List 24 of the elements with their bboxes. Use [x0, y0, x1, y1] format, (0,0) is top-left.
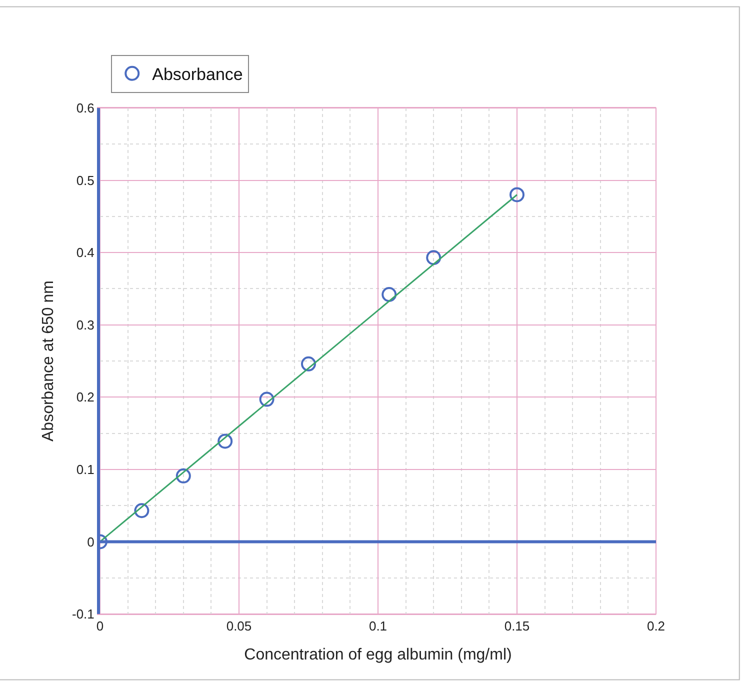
point [176, 468, 191, 484]
x-tick-label: 0.05 [226, 618, 252, 634]
y-tick-label: 0.5 [76, 172, 94, 188]
y-tick-label: 0.4 [76, 245, 94, 260]
y-tick-label: 0.2 [76, 390, 94, 405]
point [510, 187, 524, 202]
legend-label: Absorbance [152, 65, 243, 84]
x-tick-label: 0.2 [646, 618, 666, 634]
y-tick-label: 0.1 [76, 462, 94, 477]
x-tick-label: 0.1 [368, 618, 388, 634]
y-tick-label: 0 [87, 534, 94, 550]
y-tick-label: 0.3 [76, 317, 94, 332]
y-axis-title: Absorbance at 650 nm [40, 280, 57, 442]
point [134, 503, 150, 518]
y-tick-label: -0.1 [72, 606, 94, 622]
point [426, 250, 442, 266]
point [382, 287, 397, 302]
x-axis-title: Concentration of egg albumin (mg/ml) [244, 646, 512, 664]
x-tick-label: 0 [96, 618, 104, 634]
point [259, 392, 274, 407]
point [301, 356, 316, 372]
y-tick-label: 0.6 [76, 100, 94, 116]
point [218, 434, 233, 449]
x-tick-label: 0.15 [504, 618, 530, 634]
